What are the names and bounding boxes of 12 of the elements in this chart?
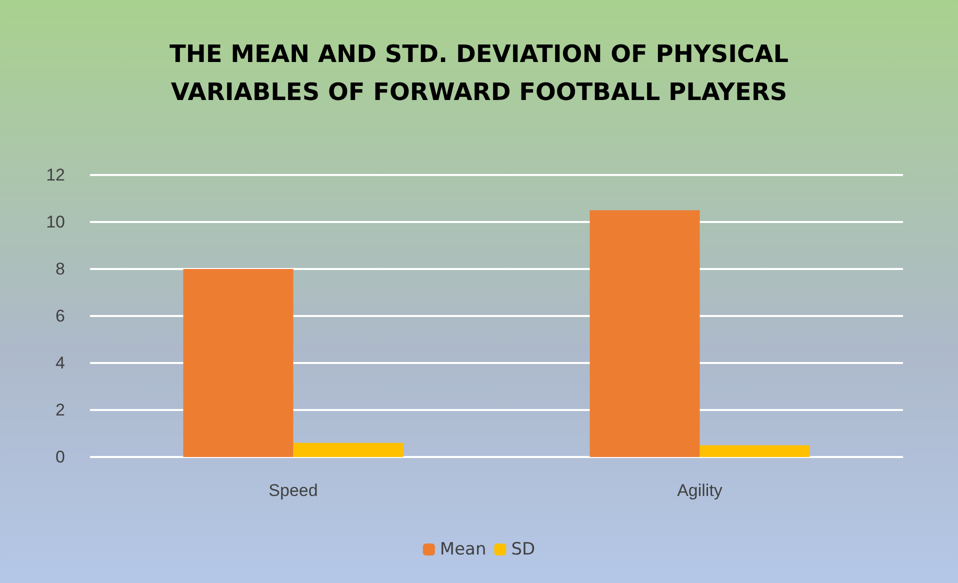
y-tick-label: 4 [56,354,65,372]
legend-label: SD [511,540,536,560]
y-tick-label: 0 [56,448,65,466]
y-tick-label: 6 [56,306,65,326]
legend-label: Mean [440,540,486,560]
y-tick-label: 8 [56,260,65,278]
x-tick-label: Speed [268,481,318,500]
x-tick-label: Agility [677,481,723,500]
chart-title: THE MEAN AND STD. DEVIATION OF PHYSICAL VARIABLES OF FORWARD FOOTBALL PLAYERS [169,40,789,106]
y-tick-label: 2 [56,400,65,420]
y-tick-label: 10 [46,212,65,232]
y-tick-label: 12 [46,166,65,184]
